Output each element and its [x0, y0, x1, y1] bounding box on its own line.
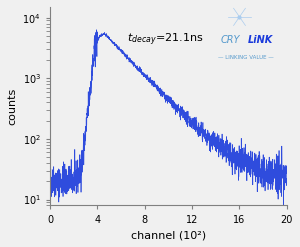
Text: CRY: CRY — [220, 35, 240, 45]
Text: — LINKING VALUE —: — LINKING VALUE — — [218, 55, 274, 60]
X-axis label: channel (10²): channel (10²) — [131, 230, 206, 240]
Text: LiNK: LiNK — [248, 35, 273, 45]
Y-axis label: counts: counts — [7, 88, 17, 125]
Text: $t_{decay}$=21.1ns: $t_{decay}$=21.1ns — [127, 31, 203, 48]
